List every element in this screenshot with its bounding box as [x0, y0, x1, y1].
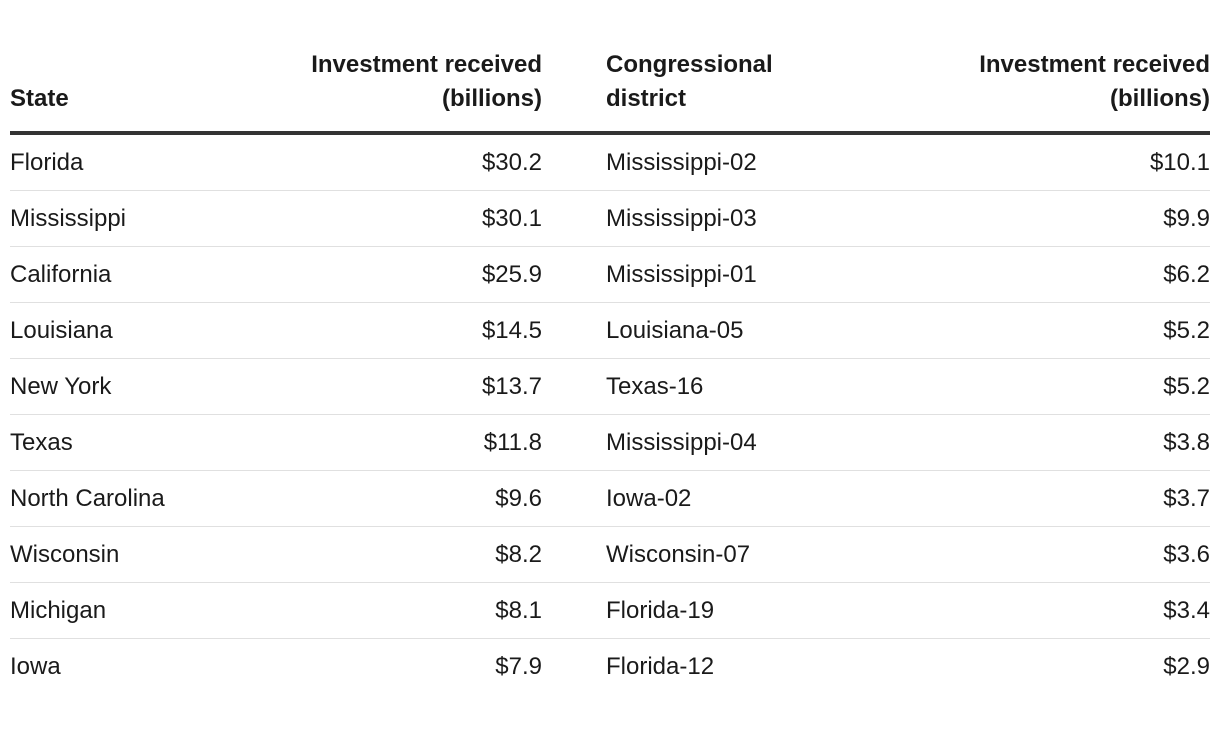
cell-district-value: $3.6 — [906, 526, 1210, 583]
cell-state: Mississippi — [10, 190, 290, 247]
cell-district: Texas-16 — [542, 358, 906, 415]
cell-district-value: $3.4 — [906, 582, 1210, 639]
cell-state-value: $7.9 — [495, 653, 542, 680]
cell-district: Louisiana-05 — [542, 302, 906, 359]
cell-district-value: $2.9 — [1163, 653, 1210, 680]
table-row: Mississippi $30.1 Mississippi-03 $9.9 — [10, 190, 1210, 247]
table-row: North Carolina $9.6 Iowa-02 $3.7 — [10, 470, 1210, 527]
cell-state: North Carolina — [10, 470, 290, 527]
cell-state: Michigan — [10, 582, 290, 639]
table-header: State Investment received (billions) Con… — [10, 0, 1210, 135]
cell-district: Mississippi-04 — [542, 414, 906, 471]
header-row: State Investment received (billions) Con… — [10, 0, 1210, 135]
cell-state-value: $8.2 — [290, 526, 542, 583]
table-row: Louisiana $14.5 Louisiana-05 $5.2 — [10, 302, 1210, 359]
cell-district-value: $5.2 — [906, 302, 1210, 359]
investment-table: State Investment received (billions) Con… — [10, 0, 1210, 694]
cell-state-value: $25.9 — [290, 246, 542, 303]
cell-district: Iowa-02 — [542, 470, 906, 527]
header-investment-received-district: Investment received (billions) — [906, 0, 1210, 135]
table-row: New York $13.7 Texas-16 $5.2 — [10, 358, 1210, 415]
cell-district: Mississippi-03 — [542, 190, 906, 247]
table-row: Michigan $8.1 Florida-19 $3.4 — [10, 582, 1210, 639]
cell-district-value: $6.2 — [906, 246, 1210, 303]
table-body: Florida $30.2 Mississippi-02 $10.1 Mississip… — [10, 133, 1210, 694]
cell-district: Mississippi-02 — [542, 133, 906, 191]
cell-state-value: $13.7 — [290, 358, 542, 415]
cell-district: Florida-19 — [542, 582, 906, 639]
cell-district-value: $10.1 — [906, 133, 1210, 191]
cell-district-value: $5.2 — [906, 358, 1210, 415]
cell-state: Iowa — [10, 653, 61, 680]
cell-district: Mississippi-01 — [542, 246, 906, 303]
cell-district: Wisconsin-07 — [542, 526, 906, 583]
cell-state-value: $11.8 — [290, 414, 542, 471]
cell-state-value: $9.6 — [290, 470, 542, 527]
cell-state-value: $30.1 — [290, 190, 542, 247]
cell-district-value: $3.7 — [906, 470, 1210, 527]
cell-district: Florida-12 — [606, 653, 715, 680]
cell-district-value: $9.9 — [906, 190, 1210, 247]
table-row: Florida $30.2 Mississippi-02 $10.1 — [10, 133, 1210, 191]
investment-table-wrap: State Investment received (billions) Con… — [10, 0, 1210, 694]
cell-district-value: $3.8 — [906, 414, 1210, 471]
table-row: Texas $11.8 Mississippi-04 $3.8 — [10, 414, 1210, 471]
cell-state: California — [10, 246, 290, 303]
cell-state-value: $14.5 — [290, 302, 542, 359]
cell-state: Louisiana — [10, 302, 290, 359]
cell-state-value: $30.2 — [290, 133, 542, 191]
cell-state: Wisconsin — [10, 526, 290, 583]
header-state: State — [10, 0, 290, 135]
table-row: Wisconsin $8.2 Wisconsin-07 $3.6 — [10, 526, 1210, 583]
header-investment-received-state: Investment received (billions) — [290, 0, 542, 135]
table-row: Iowa $7.9 Florida-12 $2.9 — [10, 639, 1210, 695]
cell-state: New York — [10, 358, 290, 415]
cell-state-value: $8.1 — [290, 582, 542, 639]
table-row: California $25.9 Mississippi-01 $6.2 — [10, 246, 1210, 303]
cell-state: Florida — [10, 133, 290, 191]
cell-state: Texas — [10, 414, 290, 471]
header-congressional-district: Congressional district — [542, 0, 906, 135]
